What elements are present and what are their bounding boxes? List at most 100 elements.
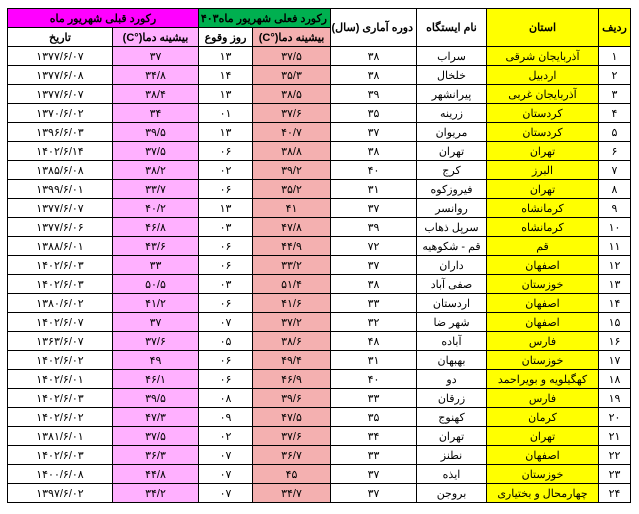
- cell-station: آباده: [417, 332, 487, 351]
- cell-period: ۳۸: [331, 275, 417, 294]
- cell-province: تهران: [487, 427, 599, 446]
- cell-current-day: ۱۴: [198, 66, 252, 85]
- cell-station: اردستان: [417, 294, 487, 313]
- table-row: ۷البرزکرج۴۰۳۹/۲۰۲۳۸/۲۱۳۸۵/۶/۰۸: [7, 161, 630, 180]
- cell-row-num: ۱: [599, 47, 631, 66]
- cell-prev-date: ۱۳۸۱/۶/۰۱: [7, 427, 112, 446]
- cell-current-temp: ۳۷/۵: [253, 47, 331, 66]
- cell-prev-temp: ۳۷/۶: [112, 332, 198, 351]
- hdr-current-temp: بیشینه دما(°C): [253, 28, 331, 47]
- cell-province: اصفهان: [487, 294, 599, 313]
- cell-prev-temp: ۳۸/۴: [112, 85, 198, 104]
- cell-period: ۳۷: [331, 123, 417, 142]
- cell-prev-date: ۱۳۷۷/۶/۰۷: [7, 47, 112, 66]
- cell-prev-temp: ۳۴/۲: [112, 484, 198, 503]
- cell-period: ۳۸: [331, 66, 417, 85]
- cell-current-temp: ۴۵: [253, 465, 331, 484]
- cell-current-temp: ۳۸/۵: [253, 85, 331, 104]
- cell-row-num: ۲۰: [599, 408, 631, 427]
- cell-province: اصفهان: [487, 256, 599, 275]
- cell-prev-temp: ۳۷/۵: [112, 427, 198, 446]
- cell-prev-temp: ۵۰/۵: [112, 275, 198, 294]
- cell-period: ۳۱: [331, 351, 417, 370]
- cell-province: فارس: [487, 332, 599, 351]
- cell-current-temp: ۵۱/۴: [253, 275, 331, 294]
- table-row: ۲۴چهارمحال و بختیاریبروجن۳۷۳۴/۷۰۷۳۴/۲۱۳۹…: [7, 484, 630, 503]
- cell-row-num: ۹: [599, 199, 631, 218]
- records-table: ردیف استان نام ایستگاه دوره آماری (سال) …: [7, 8, 631, 503]
- cell-province: فارس: [487, 389, 599, 408]
- table-row: ۱۰کرمانشاهسرپل ذهاب۳۹۴۷/۸۰۳۴۶/۸۱۳۷۷/۶/۰۶: [7, 218, 630, 237]
- cell-prev-temp: ۳۷: [112, 313, 198, 332]
- cell-prev-date: ۱۴۰۲/۶/۰۳: [7, 256, 112, 275]
- cell-station: صفی آباد: [417, 275, 487, 294]
- cell-row-num: ۲۲: [599, 446, 631, 465]
- cell-prev-temp: ۳۶/۳: [112, 446, 198, 465]
- cell-current-day: ۰۷: [198, 313, 252, 332]
- cell-period: ۳۳: [331, 294, 417, 313]
- cell-current-temp: ۴۰/۷: [253, 123, 331, 142]
- cell-period: ۷۲: [331, 237, 417, 256]
- cell-prev-temp: ۴۹: [112, 351, 198, 370]
- cell-period: ۳۱: [331, 180, 417, 199]
- cell-period: ۳۷: [331, 465, 417, 484]
- cell-station: کهنوج: [417, 408, 487, 427]
- cell-prev-temp: ۳۷: [112, 47, 198, 66]
- hdr-period: دوره آماری (سال): [331, 9, 417, 47]
- cell-current-temp: ۳۵/۲: [253, 180, 331, 199]
- cell-prev-temp: ۳۷/۵: [112, 142, 198, 161]
- cell-prev-date: ۱۳۷۷/۶/۰۷: [7, 199, 112, 218]
- cell-current-day: ۰۳: [198, 218, 252, 237]
- cell-station: تهران: [417, 142, 487, 161]
- cell-current-day: ۰۶: [198, 351, 252, 370]
- cell-period: ۴۰: [331, 370, 417, 389]
- cell-prev-date: ۱۳۷۷/۶/۰۶: [7, 218, 112, 237]
- cell-row-num: ۱۷: [599, 351, 631, 370]
- cell-prev-temp: ۳۸/۲: [112, 161, 198, 180]
- table-row: ۱۲اصفهانداران۳۷۳۳/۲۰۶۳۳۱۴۰۲/۶/۰۳: [7, 256, 630, 275]
- cell-row-num: ۱۵: [599, 313, 631, 332]
- cell-station: بهبهان: [417, 351, 487, 370]
- cell-row-num: ۷: [599, 161, 631, 180]
- cell-current-day: ۱۳: [198, 199, 252, 218]
- cell-current-temp: ۳۷/۶: [253, 427, 331, 446]
- cell-prev-date: ۱۳۸۰/۶/۰۲: [7, 294, 112, 313]
- cell-row-num: ۱۴: [599, 294, 631, 313]
- cell-station: روانسر: [417, 199, 487, 218]
- cell-prev-date: ۱۴۰۲/۶/۱۴: [7, 142, 112, 161]
- cell-row-num: ۱۹: [599, 389, 631, 408]
- cell-prev-date: ۱۴۰۲/۶/۰۳: [7, 275, 112, 294]
- cell-current-day: ۰۵: [198, 332, 252, 351]
- table-row: ۱آذربایجان شرقیسراب۳۸۳۷/۵۱۳۳۷۱۳۷۷/۶/۰۷: [7, 47, 630, 66]
- cell-row-num: ۲۴: [599, 484, 631, 503]
- cell-province: البرز: [487, 161, 599, 180]
- cell-prev-date: ۱۳۷۷/۶/۰۸: [7, 66, 112, 85]
- cell-prev-date: ۱۴۰۲/۶/۰۲: [7, 408, 112, 427]
- cell-station: زرینه: [417, 104, 487, 123]
- cell-province: خوزستان: [487, 465, 599, 484]
- table-row: ۴کردستانزرینه۳۵۳۷/۶۰۱۳۴۱۳۷۰/۶/۰۲: [7, 104, 630, 123]
- hdr-prev-temp: بیشینه دما(°C): [112, 28, 198, 47]
- cell-current-day: ۰۲: [198, 427, 252, 446]
- cell-current-day: ۰۸: [198, 389, 252, 408]
- cell-province: کرمانشاه: [487, 199, 599, 218]
- cell-station: ایذه: [417, 465, 487, 484]
- cell-prev-date: ۱۳۹۷/۶/۰۲: [7, 484, 112, 503]
- cell-station: خلخال: [417, 66, 487, 85]
- cell-station: پیرانشهر: [417, 85, 487, 104]
- cell-current-day: ۱۳: [198, 85, 252, 104]
- cell-prev-date: ۱۳۸۸/۶/۰۱: [7, 237, 112, 256]
- cell-period: ۳۳: [331, 389, 417, 408]
- table-row: ۱۹فارسزرقان۳۳۳۹/۶۰۸۳۹/۵۱۴۰۲/۶/۰۳: [7, 389, 630, 408]
- cell-station: بروجن: [417, 484, 487, 503]
- cell-prev-temp: ۴۶/۱: [112, 370, 198, 389]
- cell-current-temp: ۳۸/۶: [253, 332, 331, 351]
- table-row: ۱۴اصفهاناردستان۳۳۴۱/۶۰۶۴۱/۲۱۳۸۰/۶/۰۲: [7, 294, 630, 313]
- table-row: ۱۵اصفهانشهر ضا۳۲۳۷/۲۰۷۳۷۱۴۰۲/۶/۰۷: [7, 313, 630, 332]
- cell-province: چهارمحال و بختیاری: [487, 484, 599, 503]
- cell-province: کرمانشاه: [487, 218, 599, 237]
- cell-row-num: ۶: [599, 142, 631, 161]
- cell-prev-date: ۱۴۰۲/۶/۰۱: [7, 370, 112, 389]
- cell-row-num: ۳: [599, 85, 631, 104]
- cell-current-day: ۱۳: [198, 123, 252, 142]
